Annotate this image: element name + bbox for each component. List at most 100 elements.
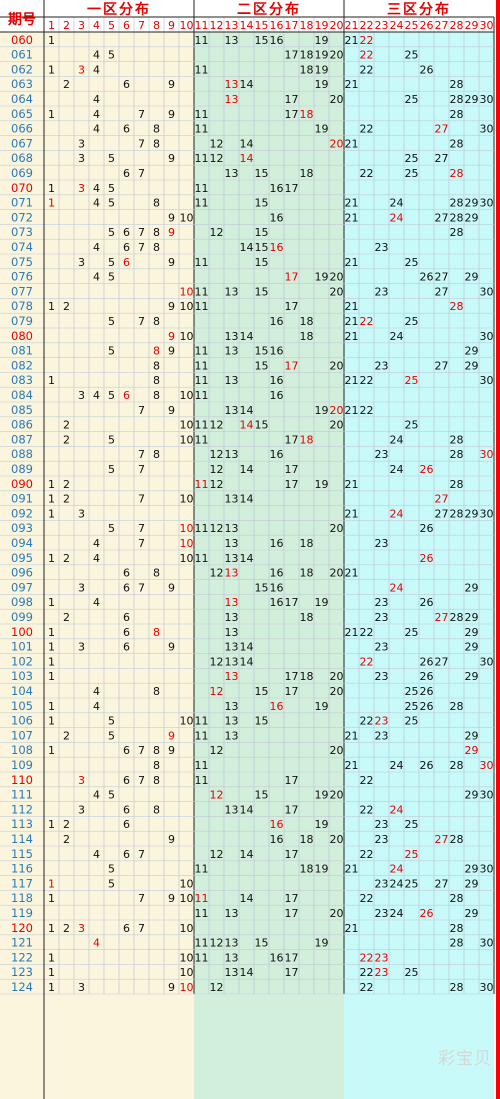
column-header-23: 23: [375, 19, 389, 32]
drawn-number: 29: [465, 611, 479, 624]
drawn-number: 5: [108, 729, 115, 742]
drawn-number: 6: [123, 626, 130, 639]
drawn-number: 21: [345, 626, 359, 639]
drawn-number: 30: [480, 863, 494, 876]
drawn-number: 19: [315, 789, 329, 802]
drawn-number: 12: [210, 522, 224, 535]
drawn-number: 8: [153, 774, 160, 787]
drawn-number: 27: [435, 271, 449, 284]
drawn-number: 23: [375, 877, 389, 890]
drawn-number: 4: [93, 108, 100, 121]
period-label: 091: [11, 492, 33, 506]
drawn-number: 24: [390, 211, 404, 224]
drawn-number: 13: [225, 404, 239, 417]
drawn-number: 15: [255, 359, 269, 372]
drawn-number: 13: [225, 715, 239, 728]
drawn-number: 20: [330, 137, 344, 150]
drawn-number: 19: [315, 63, 329, 76]
drawn-number: 5: [108, 315, 115, 328]
drawn-number: 24: [390, 330, 404, 343]
drawn-number: 13: [225, 641, 239, 654]
drawn-number: 9: [168, 152, 175, 165]
drawn-number: 7: [138, 522, 145, 535]
drawn-number: 28: [450, 448, 464, 461]
drawn-number: 1: [48, 744, 55, 757]
drawn-number: 7: [138, 537, 145, 550]
drawn-number: 3: [78, 507, 85, 520]
drawn-number: 30: [480, 330, 494, 343]
drawn-number: 20: [330, 359, 344, 372]
drawn-number: 11: [195, 300, 209, 313]
drawn-number: 24: [390, 803, 404, 816]
drawn-number: 28: [450, 507, 464, 520]
period-label: 104: [11, 684, 33, 698]
drawn-number: 20: [330, 670, 344, 683]
period-label: 064: [11, 92, 33, 106]
drawn-number: 1: [48, 670, 55, 683]
period-label: 124: [11, 980, 33, 994]
period-label: 070: [11, 181, 33, 195]
drawn-number: 30: [480, 93, 494, 106]
drawn-number: 20: [330, 833, 344, 846]
drawn-number: 23: [375, 670, 389, 683]
drawn-number: 7: [138, 241, 145, 254]
drawn-number: 19: [315, 937, 329, 950]
column-header-9: 9: [168, 19, 175, 32]
drawn-number: 6: [123, 922, 130, 935]
drawn-number: 12: [210, 744, 224, 757]
drawn-number: 10: [180, 285, 194, 298]
column-header-5: 5: [108, 19, 115, 32]
drawn-number: 8: [153, 389, 160, 402]
drawn-number: 11: [195, 892, 209, 905]
drawn-number: 14: [240, 330, 254, 343]
drawn-number: 8: [153, 315, 160, 328]
drawn-number: 22: [360, 123, 374, 136]
column-header-21: 21: [345, 19, 359, 32]
drawn-number: 21: [345, 567, 359, 580]
drawn-number: 9: [168, 981, 175, 994]
column-header-13: 13: [225, 19, 239, 32]
drawn-number: 21: [345, 729, 359, 742]
drawn-number: 13: [225, 34, 239, 47]
drawn-number: 2: [63, 729, 70, 742]
drawn-number: 20: [330, 285, 344, 298]
drawn-number: 26: [420, 759, 434, 772]
drawn-number: 1: [48, 700, 55, 713]
drawn-number: 13: [225, 700, 239, 713]
drawn-number: 6: [123, 848, 130, 861]
drawn-number: 18: [300, 167, 314, 180]
drawn-number: 30: [480, 448, 494, 461]
drawn-number: 18: [300, 433, 314, 446]
drawn-number: 14: [240, 404, 254, 417]
drawn-number: 13: [225, 729, 239, 742]
drawn-number: 21: [345, 315, 359, 328]
period-label: 090: [11, 477, 33, 491]
drawn-number: 16: [270, 537, 284, 550]
drawn-number: 12: [210, 567, 224, 580]
drawn-number: 12: [210, 226, 224, 239]
drawn-number: 13: [225, 78, 239, 91]
drawn-number: 21: [345, 374, 359, 387]
column-header-27: 27: [435, 19, 449, 32]
drawn-number: 30: [480, 123, 494, 136]
drawn-number: 6: [123, 818, 130, 831]
drawn-number: 10: [180, 330, 194, 343]
drawn-number: 25: [405, 49, 419, 62]
drawn-number: 1: [48, 641, 55, 654]
column-header-17: 17: [285, 19, 299, 32]
drawn-number: 23: [375, 596, 389, 609]
drawn-number: 15: [255, 167, 269, 180]
drawn-number: 8: [153, 137, 160, 150]
drawn-number: 5: [108, 182, 115, 195]
drawn-number: 24: [390, 463, 404, 476]
drawn-number: 27: [435, 833, 449, 846]
drawn-number: 20: [330, 419, 344, 432]
drawn-number: 24: [390, 907, 404, 920]
column-header-15: 15: [255, 19, 269, 32]
drawn-number: 1: [48, 655, 55, 668]
drawn-number: 22: [360, 167, 374, 180]
drawn-number: 10: [180, 433, 194, 446]
drawn-number: 4: [93, 389, 100, 402]
drawn-number: 3: [78, 581, 85, 594]
drawn-number: 10: [180, 715, 194, 728]
